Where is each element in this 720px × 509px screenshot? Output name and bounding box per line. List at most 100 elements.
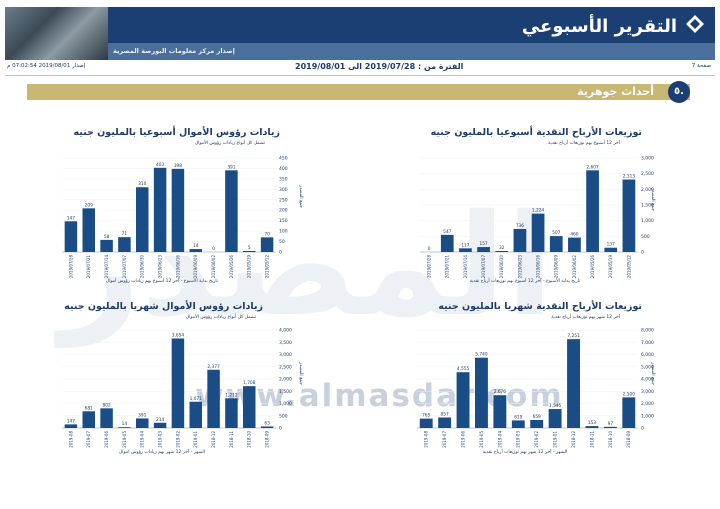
bar: [513, 228, 527, 252]
data-label: 1,224: [532, 208, 545, 214]
y-axis-label: جمع المصدر: [650, 362, 655, 385]
y-tick-label: 6,000: [641, 352, 654, 358]
divider: [5, 75, 715, 76]
data-label: 460: [570, 232, 578, 238]
bar: [567, 339, 580, 428]
data-label: 391: [138, 412, 146, 418]
x-axis-label: تاريخ بداية الأسبوع - آخر 12 أسبوع بهم ت…: [469, 279, 581, 284]
bar: [585, 426, 599, 428]
x-tick-label: 2019-04: [140, 431, 145, 448]
bar: [243, 386, 256, 428]
y-tick-label: 0: [279, 250, 282, 256]
data-label: 2,313: [623, 174, 636, 180]
bar: [153, 422, 167, 428]
bar: [189, 401, 202, 428]
issue-timestamp: إصدار 2019/08/01 07:02:54 م: [7, 63, 86, 69]
x-tick-label: 2019/05/19: [247, 255, 252, 279]
data-label: 147: [67, 215, 75, 221]
data-label: 32: [499, 245, 505, 251]
y-tick-label: 1,000: [641, 413, 654, 419]
y-tick-label: 100: [279, 229, 288, 235]
y-axis-label: جمع المصدر: [650, 188, 655, 211]
y-tick-label: 0: [641, 426, 644, 432]
x-tick-label: 2018-09: [264, 431, 269, 448]
data-label: 117: [461, 242, 469, 248]
x-tick-label: 2019/06/23: [157, 255, 162, 279]
y-tick-label: 200: [279, 208, 288, 214]
x-tick-label: 2019/07/21: [445, 255, 450, 279]
chart-subtitle: تشمل كل أنواع زيادات رؤوس الأموال: [185, 315, 256, 320]
data-label: 157: [479, 241, 487, 247]
bar: [207, 369, 220, 428]
data-label: 398: [174, 163, 182, 169]
x-tick-label: 2019/07/28: [426, 255, 431, 279]
x-tick-label: 2019-01: [553, 431, 558, 448]
bar: [171, 338, 185, 428]
data-label: 137: [607, 242, 615, 248]
data-label: 0: [212, 246, 215, 252]
y-tick-label: 4,000: [641, 377, 654, 383]
x-tick-label: 2019/06/16: [175, 255, 180, 279]
y-tick-label: 8,000: [641, 328, 654, 334]
chart-subtitle: تشمل كل أنواع زيادات رؤوس الأموال: [194, 141, 265, 146]
data-label: 5: [248, 245, 251, 251]
y-tick-label: 7,000: [641, 340, 654, 346]
y-tick-label: 2,500: [279, 364, 292, 370]
bar: [136, 187, 149, 252]
x-tick-label: 2019/07/14: [104, 255, 109, 279]
bar: [438, 417, 452, 428]
x-tick-label: 2019/05/19: [608, 255, 613, 279]
bar: [440, 234, 454, 252]
x-tick-label: 2019/06/23: [517, 255, 522, 279]
x-tick-label: 2019-04: [497, 431, 502, 448]
bar: [459, 248, 472, 252]
section-bar: أحداث جوهرية ٥.: [27, 81, 690, 103]
x-tick-label: 2018-12: [571, 431, 576, 448]
y-tick-label: 400: [279, 166, 288, 172]
header-subband: [108, 43, 715, 60]
data-label: 2,377: [207, 364, 220, 370]
data-label: 391: [227, 164, 235, 170]
data-label: 7,251: [567, 333, 580, 339]
bar: [511, 420, 525, 428]
data-label: 403: [156, 162, 164, 168]
x-tick-label: 2019/05/12: [264, 255, 269, 279]
x-tick-label: 2019/06/09: [554, 255, 559, 279]
bar: [603, 426, 617, 428]
data-label: 97: [608, 421, 614, 427]
page-number: صفحة 7: [691, 63, 711, 69]
x-tick-label: 2019/05/26: [590, 255, 595, 279]
x-tick-label: 2019/06/30: [499, 255, 504, 279]
data-label: 147: [67, 418, 75, 424]
x-tick-label: 2019/07/21: [86, 255, 91, 279]
x-tick-label: 2019-08: [424, 431, 429, 448]
x-tick-label: 2019-02: [175, 431, 180, 448]
report-header: التقرير الأسبوعي إصدار مركز معلومات البو…: [5, 7, 715, 60]
data-label: 0: [428, 246, 431, 252]
y-tick-label: 5,000: [641, 364, 654, 370]
bar: [622, 179, 636, 252]
data-label: 736: [516, 223, 524, 229]
bar: [260, 237, 274, 252]
y-tick-label: 500: [279, 413, 288, 419]
chart-subtitle: آخر 12 شهر بهم توزيعات أرباح نقدية: [551, 315, 620, 320]
exchange-logo-icon: [686, 15, 704, 33]
data-label: 3,654: [172, 332, 185, 338]
bar: [189, 249, 202, 252]
y-tick-label: 250: [279, 197, 288, 203]
chart-title: زيادات رؤوس الأموال شهريا بالمليون جنيه: [64, 301, 263, 312]
y-tick-label: 300: [279, 187, 288, 193]
bar: [260, 426, 274, 428]
y-tick-label: 2,000: [279, 377, 292, 383]
bar: [82, 208, 95, 252]
y-axis-label: جمع المصدر: [298, 362, 303, 385]
bar: [118, 427, 131, 428]
bar: [568, 237, 581, 252]
data-label: 4,555: [457, 366, 470, 372]
data-label: 209: [85, 202, 93, 208]
bar: [136, 418, 149, 428]
bar: [64, 424, 78, 428]
bar: [64, 221, 78, 252]
x-tick-label: 2018-11: [589, 431, 594, 448]
header-photo: [5, 7, 108, 60]
